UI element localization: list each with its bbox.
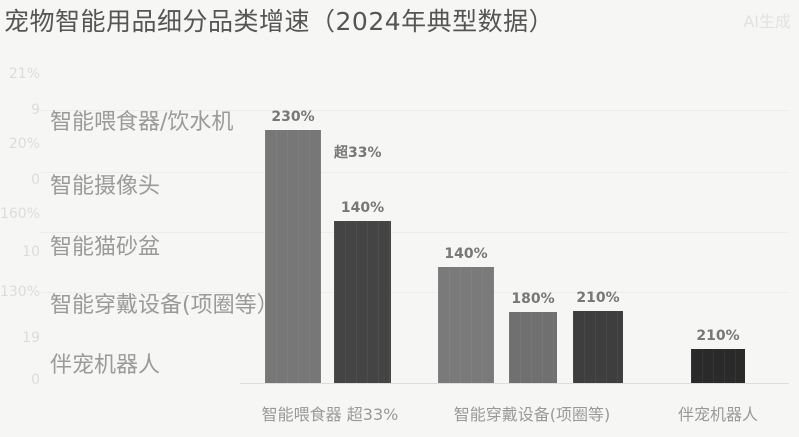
- y-tick-label: 160%: [0, 206, 40, 222]
- watermark: AI生成: [743, 12, 791, 31]
- gridline: [40, 292, 789, 293]
- y-tick-label: 19: [22, 330, 40, 346]
- y-tick-label: 21%: [8, 66, 40, 82]
- bar: [691, 349, 745, 383]
- y-tick-label: 9: [31, 102, 40, 118]
- category-label: 智能穿戴设备(项圈等）: [50, 293, 279, 318]
- y-tick-label: 130%: [0, 284, 40, 300]
- bar: [509, 312, 557, 383]
- bar-value-label: 230%: [271, 109, 315, 125]
- bar: [573, 311, 623, 383]
- bar-value-label: 210%: [576, 290, 620, 306]
- x-axis-line: [240, 383, 789, 384]
- x-tick-label: 伴宠机器人: [677, 405, 759, 424]
- x-tick-label: 智能穿戴设备(项圈等): [453, 405, 611, 424]
- y-tick-label: 10: [22, 244, 40, 260]
- bar: [334, 221, 391, 383]
- gridline: [40, 232, 789, 233]
- bar-value-label: 140%: [444, 246, 488, 262]
- gridline: [40, 110, 789, 111]
- chart-title: 宠物智能用品细分品类增速（2024年典型数据）: [4, 7, 555, 36]
- category-label: 伴宠机器人: [50, 353, 161, 378]
- y-tick-label: 20%: [8, 136, 40, 152]
- annotation: 超33%: [334, 145, 382, 161]
- bar-value-label: 140%: [340, 200, 385, 216]
- bar-value-label: 210%: [696, 328, 740, 344]
- category-label: 智能摄像头: [50, 174, 161, 199]
- x-tick-label: 智能喂食器 超33%: [261, 405, 399, 424]
- y-tick-label: 0: [31, 372, 40, 388]
- y-tick-label: 0: [31, 172, 40, 188]
- category-label: 智能猫砂盆: [50, 235, 161, 260]
- gridline: [40, 172, 789, 173]
- category-label: 智能喂食器/饮水机: [50, 110, 234, 135]
- bar-value-label: 180%: [511, 291, 555, 307]
- bar: [438, 267, 494, 383]
- bar: [265, 130, 321, 383]
